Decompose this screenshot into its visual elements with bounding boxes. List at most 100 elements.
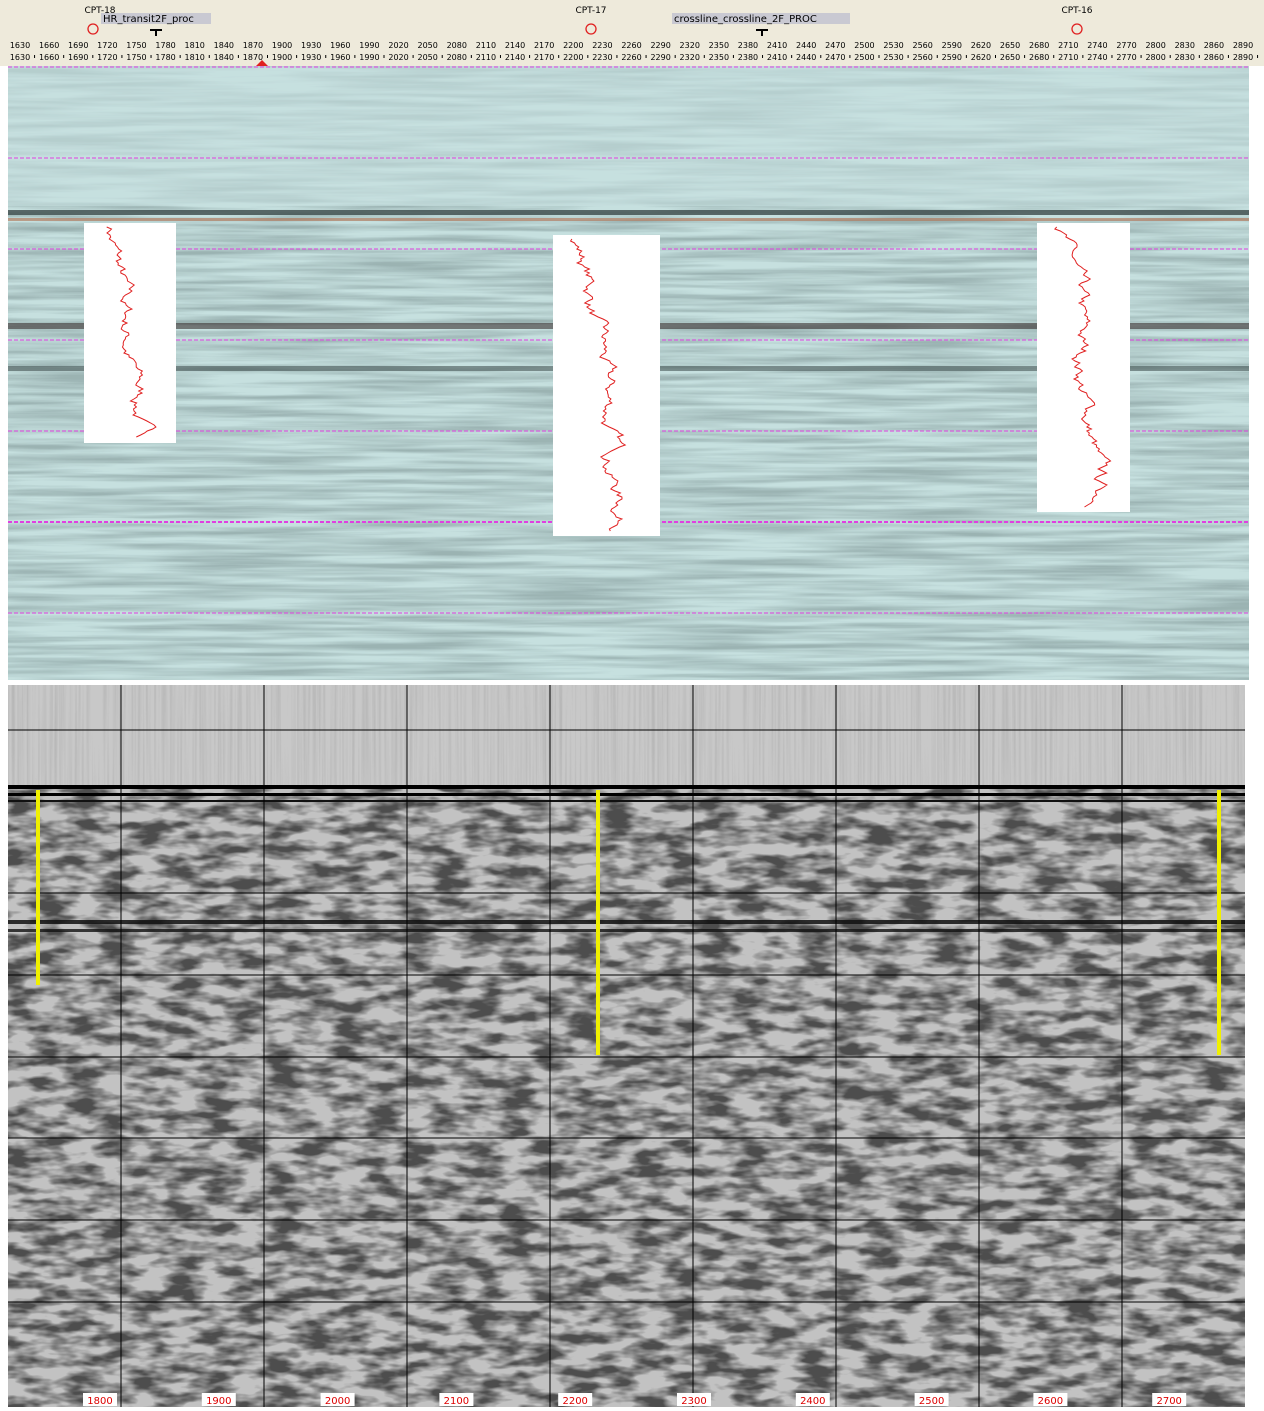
ruler-tick-label: 2140 bbox=[505, 53, 525, 62]
ruler-tick-label: 1930 bbox=[301, 53, 321, 62]
ruler-tick-label: 1810 bbox=[185, 53, 205, 62]
ruler-tick-label: 2440 bbox=[796, 41, 816, 50]
ruler-tick-label: 2650 bbox=[1000, 53, 1020, 62]
ruler-tick-label: 2890 bbox=[1233, 41, 1253, 50]
ruler-tick-label: 2620 bbox=[971, 53, 991, 62]
ruler-tick-label: 2560 bbox=[913, 41, 933, 50]
ruler-tick-label: 1840 bbox=[214, 53, 234, 62]
ruler-tick-label: 2170 bbox=[534, 41, 554, 50]
top-section bbox=[8, 66, 1249, 680]
trace-label: 2000 bbox=[325, 1396, 350, 1407]
ruler-tick-label: 1930 bbox=[301, 41, 321, 50]
ruler-tick-label: 2710 bbox=[1058, 53, 1078, 62]
ruler-tick-label: 2170 bbox=[534, 53, 554, 62]
ruler-tick-label: 2260 bbox=[621, 53, 641, 62]
ruler-tick-label: 2710 bbox=[1058, 41, 1078, 50]
trace-label: 1800 bbox=[87, 1396, 112, 1407]
ruler-tick-label: 1900 bbox=[272, 41, 292, 50]
trace-label: 2400 bbox=[800, 1396, 825, 1407]
ruler-tick-label: 2680 bbox=[1029, 53, 1049, 62]
ruler-tick-label: 2080 bbox=[447, 53, 467, 62]
ruler-tick-label: 1870 bbox=[243, 53, 263, 62]
ruler-tick-label: 1630 bbox=[10, 53, 30, 62]
cpt-label: CPT-16 bbox=[1061, 6, 1092, 16]
ruler-tick-label: 2860 bbox=[1204, 41, 1224, 50]
ruler-tick-label: 2290 bbox=[650, 53, 670, 62]
ruler-tick-label: 2770 bbox=[1116, 53, 1136, 62]
ruler-tick-label: 2500 bbox=[854, 41, 874, 50]
ruler-tick-label: 1870 bbox=[243, 41, 263, 50]
ruler-tick-label: 2890 bbox=[1233, 53, 1253, 62]
ruler-tick-label: 1750 bbox=[126, 53, 146, 62]
ruler-tick-label: 2800 bbox=[1145, 41, 1165, 50]
ruler-tick-label: 2230 bbox=[592, 41, 612, 50]
line-name: HR_transit2F_proc bbox=[103, 14, 194, 25]
trace-label: 2500 bbox=[919, 1396, 944, 1407]
ruler-tick-label: 1690 bbox=[68, 41, 88, 50]
ruler-tick-label: 1810 bbox=[185, 41, 205, 50]
ruler-tick-label: 2290 bbox=[650, 41, 670, 50]
ruler-tick-label: 2260 bbox=[621, 41, 641, 50]
ruler-tick-label: 1900 bbox=[272, 53, 292, 62]
trace-label: 2100 bbox=[444, 1396, 469, 1407]
ruler-tick-label: 1780 bbox=[155, 41, 175, 50]
ruler-tick-label: 2350 bbox=[709, 41, 729, 50]
cpt-label: CPT-17 bbox=[575, 6, 606, 16]
ruler-tick-label: 1960 bbox=[330, 53, 350, 62]
ruler-tick-label: 1660 bbox=[39, 53, 59, 62]
ruler-tick-label: 2320 bbox=[680, 53, 700, 62]
ruler-tick-label: 2500 bbox=[854, 53, 874, 62]
ruler-tick-label: 2200 bbox=[563, 41, 583, 50]
ruler-tick-label: 2200 bbox=[563, 53, 583, 62]
ruler-tick-label: 2350 bbox=[709, 53, 729, 62]
ruler-tick-label: 2410 bbox=[767, 53, 787, 62]
ruler-tick-label: 2590 bbox=[942, 53, 962, 62]
ruler-tick-label: 2590 bbox=[942, 41, 962, 50]
ruler-tick-label: 2560 bbox=[913, 53, 933, 62]
ruler-tick-label: 2230 bbox=[592, 53, 612, 62]
ruler-tick-label: 2770 bbox=[1116, 41, 1136, 50]
ruler-tick-label: 2470 bbox=[825, 53, 845, 62]
ruler-tick-label: 2080 bbox=[447, 41, 467, 50]
ruler-tick-label: 1690 bbox=[68, 53, 88, 62]
ruler-tick-label: 1840 bbox=[214, 41, 234, 50]
ruler-tick-label: 2050 bbox=[417, 41, 437, 50]
ruler-tick-label: 2650 bbox=[1000, 41, 1020, 50]
ruler-tick-label: 1720 bbox=[97, 53, 117, 62]
ruler-tick-label: 2380 bbox=[738, 53, 758, 62]
ruler-tick-label: 2020 bbox=[388, 41, 408, 50]
ruler-tick-label: 2830 bbox=[1175, 53, 1195, 62]
ruler-tick-label: 2800 bbox=[1145, 53, 1165, 62]
line-name: crossline_crossline_2F_PROC bbox=[674, 14, 817, 25]
ruler-tick-label: 2440 bbox=[796, 53, 816, 62]
ruler-tick-label: 1720 bbox=[97, 41, 117, 50]
ruler-tick-label: 2860 bbox=[1204, 53, 1224, 62]
ruler-tick-label: 2680 bbox=[1029, 41, 1049, 50]
ruler-tick-label: 2050 bbox=[417, 53, 437, 62]
ruler-tick-label: 1990 bbox=[359, 41, 379, 50]
ruler-tick-label: 2140 bbox=[505, 41, 525, 50]
ruler-tick-label: 2320 bbox=[680, 41, 700, 50]
ruler-tick-label: 2530 bbox=[883, 41, 903, 50]
ruler-tick-label: 2110 bbox=[476, 53, 496, 62]
trace-label: 2200 bbox=[562, 1396, 587, 1407]
ruler-tick-label: 2380 bbox=[738, 41, 758, 50]
ruler-tick-label: 1630 bbox=[10, 41, 30, 50]
ruler-tick-label: 1750 bbox=[126, 41, 146, 50]
ruler-tick-label: 2740 bbox=[1087, 53, 1107, 62]
trace-label: 2700 bbox=[1156, 1396, 1181, 1407]
ruler-tick-label: 2740 bbox=[1087, 41, 1107, 50]
seismic-view: 1800 1900 2000 2100 2200 2300 2400 2500 2600 2700… bbox=[0, 0, 1264, 1407]
ruler-tick-label: 1660 bbox=[39, 41, 59, 50]
ruler-tick-label: 2530 bbox=[883, 53, 903, 62]
ruler-tick-label: 1960 bbox=[330, 41, 350, 50]
trace-label: 2600 bbox=[1038, 1396, 1063, 1407]
ruler-tick-label: 1990 bbox=[359, 53, 379, 62]
ruler-tick-label: 2110 bbox=[476, 41, 496, 50]
ruler-tick-label: 2410 bbox=[767, 41, 787, 50]
trace-label: 1900 bbox=[206, 1396, 231, 1407]
trace-label: 2300 bbox=[681, 1396, 706, 1407]
ruler-tick-label: 2830 bbox=[1175, 41, 1195, 50]
ruler-tick-label: 2620 bbox=[971, 41, 991, 50]
ruler-tick-label: 2470 bbox=[825, 41, 845, 50]
